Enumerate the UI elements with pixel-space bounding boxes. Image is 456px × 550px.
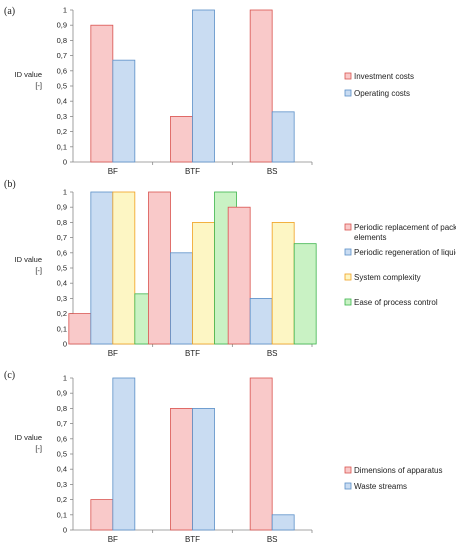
y-tick-label: 0,1 (57, 142, 67, 151)
bar-bs-series-4 (293, 243, 317, 345)
x-category-label: BTF (185, 349, 200, 358)
bar-bf-series-1 (68, 313, 92, 345)
y-tick-label: 0,9 (57, 389, 67, 398)
x-category-label: BTF (185, 535, 200, 544)
bar-btf-series-3 (192, 221, 215, 345)
y-tick-label: 0,2 (57, 495, 67, 504)
legend-swatch (344, 89, 352, 97)
y-tick-label: 0,3 (57, 480, 67, 489)
y-tick-label: 0,3 (57, 294, 67, 303)
y-tick-label: 1 (63, 188, 67, 197)
bar-bf-series-1 (90, 499, 114, 531)
y-tick-label: 0,2 (57, 127, 67, 136)
x-category-label: BS (267, 535, 278, 544)
y-tick-label: 0,5 (57, 450, 67, 459)
y-tick-label: 1 (63, 6, 67, 15)
y-axis-label: ID value (14, 255, 42, 264)
legend-swatch (344, 273, 352, 281)
bar-bs-series-1 (249, 377, 273, 531)
y-axis-label: ID value (14, 70, 42, 79)
x-category-label: BS (267, 349, 278, 358)
y-tick-label: 0,1 (57, 324, 67, 333)
legend-label: Waste streams (354, 482, 407, 491)
y-tick-label: 0 (63, 340, 67, 349)
legend-label: elements (354, 233, 386, 242)
bar-btf-series-1 (170, 116, 193, 163)
y-tick-label: 0,6 (57, 434, 67, 443)
y-tick-label: 0,7 (57, 233, 67, 242)
bar-btf-series-2 (170, 252, 193, 345)
legend-swatch (344, 72, 352, 80)
panel-label: (a) (4, 6, 15, 17)
legend-swatch (344, 248, 352, 256)
bar-bs-series-2 (271, 514, 295, 531)
y-tick-label: 0,5 (57, 264, 67, 273)
x-category-label: BF (108, 349, 118, 358)
y-tick-label: 1 (63, 374, 67, 383)
y-axis-label: [-] (35, 266, 42, 275)
legend-label: Ease of process control (354, 298, 438, 307)
bar-bs-series-2 (249, 297, 273, 345)
legend-label: Dimensions of apparatus (354, 466, 443, 475)
y-tick-label: 0 (63, 526, 67, 535)
y-tick-label: 0,7 (57, 419, 67, 428)
bar-bs-series-1 (249, 9, 273, 163)
bar-bs-series-3 (271, 221, 295, 345)
y-tick-label: 0,6 (57, 248, 67, 257)
y-tick-label: 0,8 (57, 36, 67, 45)
y-tick-label: 0,5 (57, 82, 67, 91)
bar-bf-series-2 (112, 377, 136, 531)
bar-btf-series-1 (148, 191, 171, 345)
bar-bs-series-2 (271, 111, 295, 163)
chart-panel-3: (c) ID value [-] 0 0,1 0,2 0,3 0,4 0,5 0,6 0,7 0,8 0… (4, 370, 443, 544)
chart-panel-1: (a) ID value [-] 0 0,1 0,2 0,3 0,4 0,5 0,6 0,7 0,8 0… (4, 6, 414, 177)
bar-bs-series-1 (227, 206, 251, 345)
x-category-label: BS (267, 167, 278, 176)
bar-btf-series-1 (170, 407, 193, 531)
legend-swatch (344, 482, 352, 490)
y-tick-label: 0,6 (57, 66, 67, 75)
legend-label: System complexity (354, 273, 421, 282)
bar-bf-series-1 (90, 24, 114, 163)
legend-label: Investment costs (354, 72, 414, 81)
legend-swatch (344, 223, 352, 231)
legend-label: Operating costs (354, 89, 410, 98)
chart-panel-2: (b) ID value [-] 0 0,1 0,2 0,3 0,4 0,5 0,6 0,7 0,8 0… (4, 179, 456, 358)
y-tick-label: 0 (63, 158, 67, 167)
panel-label: (b) (4, 179, 16, 190)
y-tick-label: 0,8 (57, 218, 67, 227)
legend-label: Periodic replacement of packing (354, 223, 456, 232)
y-axis-label: [-] (35, 81, 42, 90)
y-tick-label: 0,4 (57, 279, 67, 288)
y-tick-label: 0,3 (57, 112, 67, 121)
y-tick-label: 0,4 (57, 465, 67, 474)
bar-bf-series-3 (112, 191, 136, 345)
y-tick-label: 0,4 (57, 97, 67, 106)
y-tick-label: 0,9 (57, 203, 67, 212)
y-tick-label: 0,2 (57, 309, 67, 318)
bar-btf-series-2 (192, 407, 215, 531)
y-tick-label: 0,7 (57, 51, 67, 60)
x-category-label: BF (108, 535, 118, 544)
y-tick-label: 0,9 (57, 21, 67, 30)
y-axis-label: [-] (35, 444, 42, 453)
bar-bf-series-2 (90, 191, 114, 345)
bar-bf-series-2 (112, 59, 136, 163)
legend-swatch (344, 298, 352, 306)
panel-label: (c) (4, 370, 15, 381)
x-category-label: BF (108, 167, 118, 176)
legend-label: Periodic regeneration of liquids (354, 248, 456, 257)
y-tick-label: 0,1 (57, 510, 67, 519)
x-category-label: BTF (185, 167, 200, 176)
legend-swatch (344, 466, 352, 474)
y-tick-label: 0,8 (57, 404, 67, 413)
bar-btf-series-2 (192, 9, 215, 163)
y-axis-label: ID value (14, 433, 42, 442)
